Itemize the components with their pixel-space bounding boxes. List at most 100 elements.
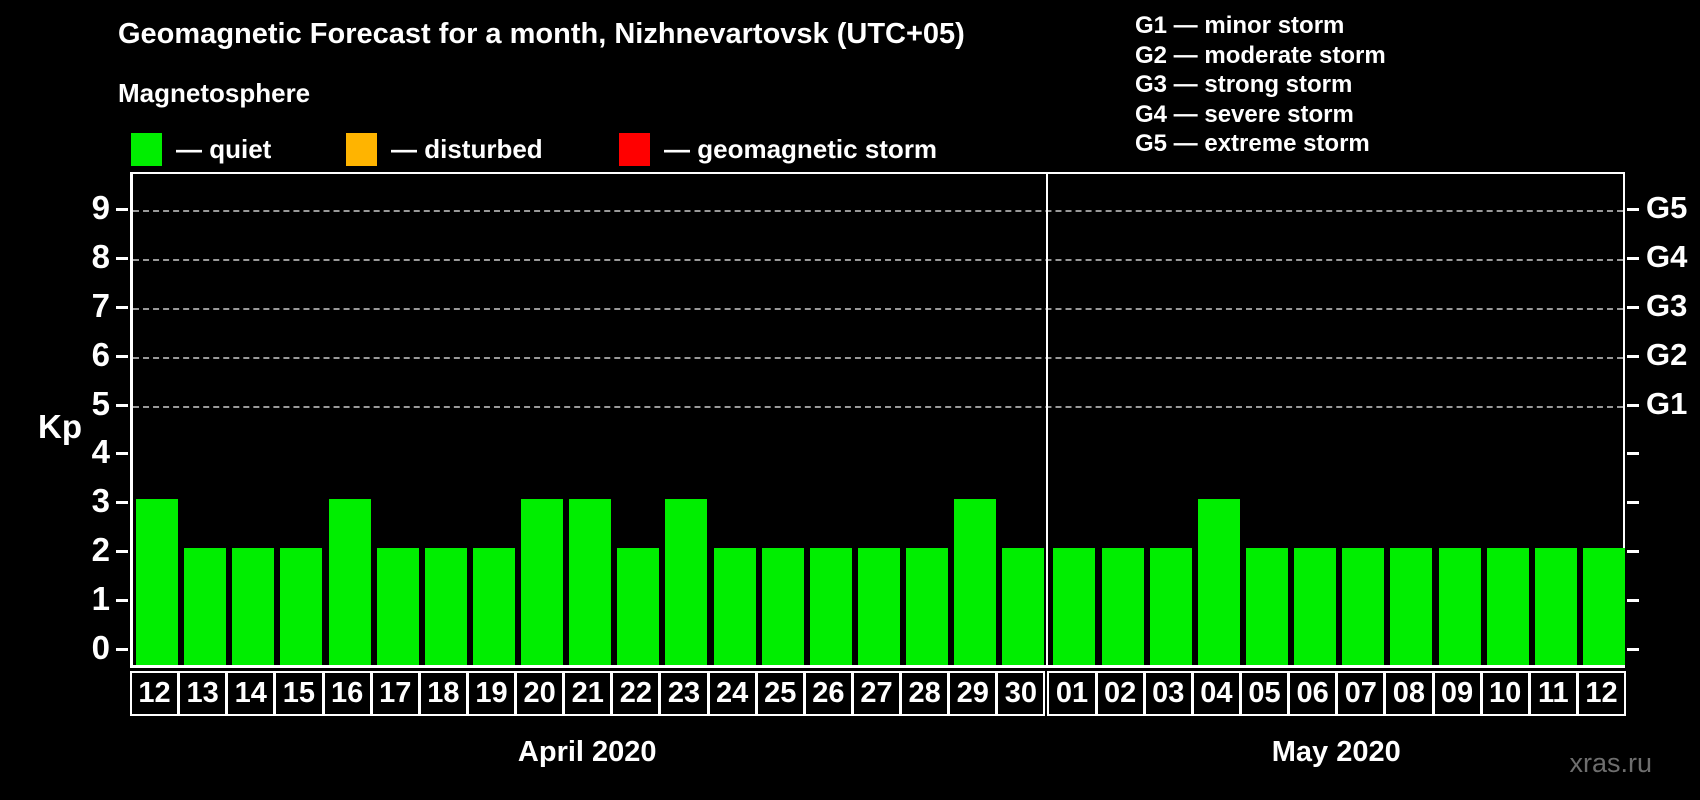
- date-cell-30: 30: [996, 671, 1046, 716]
- y-axis-label-3: 3: [91, 482, 110, 520]
- kp-bar-day-20: [521, 499, 564, 665]
- date-cell-27: 27: [851, 671, 902, 716]
- g-legend-row: G3 — strong storm: [1135, 71, 1353, 98]
- y-axis-tick-left: [116, 550, 128, 554]
- kp-bar-day-21: [569, 499, 612, 665]
- y-axis-label-8: 8: [91, 237, 110, 275]
- y-axis-tick-left: [116, 403, 128, 407]
- kp-bar-day-12: [136, 499, 178, 665]
- g-axis-label-g5: G5: [1646, 189, 1688, 225]
- kp-bar-day-27: [857, 548, 900, 665]
- date-cell-12: 12: [130, 671, 180, 716]
- plot-area: [130, 172, 1625, 668]
- kp-bar-day-14: [232, 548, 275, 665]
- watermark: xras.ru: [1569, 748, 1652, 778]
- y-axis-tick-right: [1627, 599, 1639, 603]
- y-axis-tick-left: [116, 207, 128, 211]
- date-cell-19: 19: [466, 671, 517, 716]
- disturbed-swatch-icon: [346, 132, 377, 166]
- y-axis-tick-left: [116, 599, 128, 603]
- kp-bar-day-10: [1486, 548, 1529, 665]
- y-axis-label-1: 1: [91, 580, 110, 618]
- grid-line-kp6: [133, 356, 1623, 359]
- date-cell-16: 16: [322, 671, 372, 716]
- y-axis-tick-right: [1627, 452, 1639, 456]
- page-title: Geomagnetic Forecast for a month, Nizhne…: [118, 18, 965, 50]
- date-cell-17: 17: [370, 671, 420, 716]
- g-legend-row: G4 — severe storm: [1135, 100, 1354, 128]
- date-cell-21: 21: [563, 671, 613, 716]
- y-axis-tick-left: [116, 648, 128, 651]
- y-axis-title: Kp: [38, 408, 82, 445]
- y-axis-tick-left: [116, 501, 128, 505]
- y-axis-tick-right: [1627, 403, 1639, 407]
- y-axis-tick-right: [1627, 648, 1639, 651]
- kp-bar-day-01: [1053, 548, 1096, 665]
- kp-bar-day-18: [424, 548, 467, 665]
- legend-item-quiet: — quiet: [131, 130, 271, 168]
- legend-label: — geomagnetic storm: [664, 133, 938, 164]
- y-axis-tick-left: [116, 256, 128, 260]
- y-axis-tick-right: [1627, 354, 1639, 358]
- grid-line-kp7: [133, 307, 1623, 310]
- date-cell-15: 15: [274, 671, 324, 716]
- y-axis-tick-left: [116, 305, 128, 309]
- kp-bar-day-08: [1390, 548, 1433, 665]
- month-label-0: April 2020: [517, 736, 657, 768]
- date-cell-01: 01: [1047, 671, 1097, 716]
- kp-bar-day-28: [906, 548, 949, 665]
- g-axis-label-g4: G4: [1646, 238, 1688, 274]
- grid-line-kp5: [133, 405, 1623, 408]
- y-axis-label-4: 4: [91, 433, 110, 471]
- kp-bar-day-22: [617, 548, 660, 665]
- g-legend-row: G1 — minor storm: [1135, 12, 1345, 39]
- date-cell-09: 09: [1432, 671, 1482, 716]
- y-axis-label-2: 2: [91, 531, 110, 569]
- y-axis-tick-left: [116, 354, 128, 358]
- date-cell-06: 06: [1288, 671, 1338, 716]
- kp-bar-day-24: [713, 548, 756, 665]
- kp-bar-day-06: [1294, 548, 1337, 665]
- date-cell-11: 11: [1528, 671, 1578, 716]
- kp-bar-day-23: [665, 499, 708, 665]
- g-legend-row: G5 — extreme storm: [1135, 130, 1370, 157]
- month-label-1: May 2020: [1271, 736, 1401, 768]
- g-scale-legend: G1 — minor storm G2 — moderate storm G3 …: [1135, 11, 1386, 159]
- date-cell-20: 20: [515, 671, 565, 716]
- y-axis-label-5: 5: [91, 384, 110, 422]
- g-legend-row: G2 — moderate storm: [1135, 41, 1386, 69]
- magnetosphere-label: Magnetosphere: [118, 78, 311, 108]
- quiet-swatch-icon: [131, 132, 162, 166]
- date-cell-04: 04: [1191, 671, 1241, 716]
- kp-bar-day-03: [1149, 548, 1192, 665]
- storm-swatch-icon: [619, 132, 650, 166]
- date-cell-08: 08: [1384, 671, 1434, 716]
- g-axis-label-g2: G2: [1646, 336, 1688, 372]
- kp-bar-day-26: [809, 548, 852, 665]
- date-cell-07: 07: [1336, 671, 1386, 716]
- y-axis-label-9: 9: [91, 188, 110, 226]
- y-axis-label-7: 7: [91, 286, 110, 324]
- kp-bar-day-17: [376, 548, 419, 665]
- kp-bar-day-09: [1438, 548, 1481, 665]
- y-axis-tick-left: [116, 452, 128, 456]
- y-axis-tick-right: [1627, 305, 1639, 309]
- kp-bar-day-15: [280, 548, 323, 665]
- y-axis-label-6: 6: [91, 335, 110, 373]
- g-axis-label-g3: G3: [1646, 287, 1688, 323]
- x-axis-date-row: 12 13 14 15 16 17 18 19 20 21 22 23 24 25 26 27 28 29 30 01…: [130, 671, 1627, 716]
- y-axis-label-0: 0: [91, 629, 110, 666]
- date-cell-29: 29: [948, 671, 998, 716]
- month-separator-line: [1046, 174, 1049, 665]
- date-cell-18: 18: [418, 671, 468, 716]
- date-cell-22: 22: [611, 671, 661, 716]
- kp-bar-day-04: [1197, 499, 1240, 665]
- date-cell-13: 13: [178, 671, 228, 716]
- kp-bar-day-07: [1342, 548, 1385, 665]
- y-axis-tick-right: [1627, 207, 1639, 211]
- legend-label: — disturbed: [391, 133, 543, 164]
- grid-line-kp9: [133, 209, 1623, 212]
- kp-bar-day-05: [1245, 548, 1288, 665]
- date-cell-03: 03: [1143, 671, 1193, 716]
